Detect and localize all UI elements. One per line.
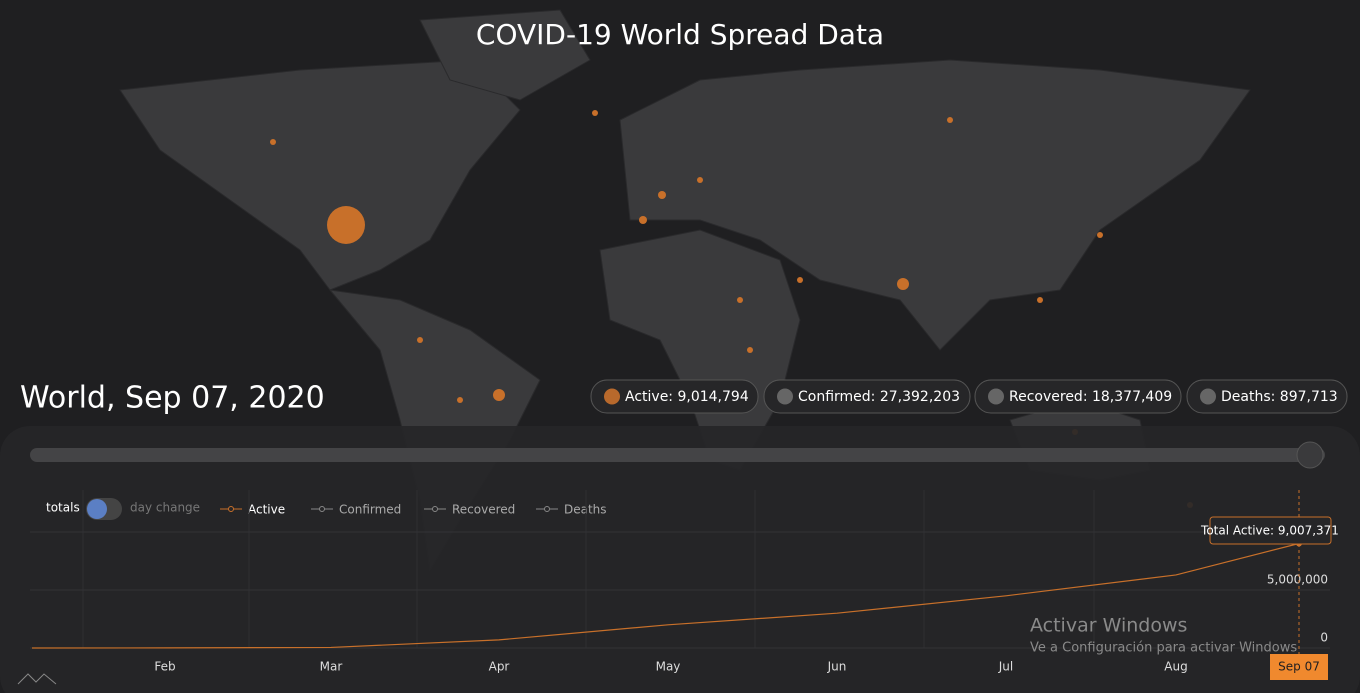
legend-label[interactable]: Recovered (452, 503, 515, 517)
legend: Active Confirmed Recovered Deaths (220, 503, 607, 517)
x-tick-label: Mar (320, 660, 343, 674)
legend-label[interactable]: Confirmed (339, 503, 401, 517)
x-pointer-box (1270, 654, 1328, 680)
legend-marker (432, 506, 438, 512)
stat-dot (988, 388, 1004, 405)
x-tick-label: Jun (827, 660, 847, 674)
x-tick-label: Aug (1164, 660, 1187, 674)
x-tick-label: Sep 07 (1278, 660, 1320, 674)
stat-pill[interactable] (1186, 379, 1348, 414)
stat-text: Recovered: 18,377,409 (1009, 389, 1172, 405)
title: COVID-19 World Spread Data (476, 18, 884, 51)
legend-label[interactable]: Deaths (564, 503, 607, 517)
stat-text: Confirmed: 27,392,203 (798, 389, 960, 405)
stat-pill[interactable] (974, 379, 1182, 414)
x-tick-label: May (656, 660, 681, 674)
stat-dot (1200, 388, 1216, 405)
watermark-title: Activar Windows (1030, 615, 1187, 637)
timeline-panel (0, 426, 1360, 693)
stat-text: Deaths: 897,713 (1221, 389, 1338, 405)
world-map (119, 9, 1251, 572)
legend-label[interactable]: Active (248, 503, 285, 517)
chart: 05,000,00010,000,000FebMarAprMayJunJulAu… (17, 490, 1339, 685)
location: World, Sep 07, 2020 (20, 381, 325, 416)
stats: Active: 9,014,794 Confirmed: 27,392,203 Re… (590, 379, 1348, 414)
stat-dot (604, 388, 620, 405)
toggle-knob[interactable] (87, 499, 107, 519)
logo (17, 673, 57, 685)
tooltip-box (1209, 516, 1332, 545)
y-tick-label: 0 (1320, 631, 1328, 645)
legend-marker (319, 506, 325, 512)
legend-marker (228, 506, 234, 512)
series-line (31, 542, 1300, 649)
legend-marker (544, 506, 550, 512)
toggle-label: day change (130, 501, 200, 515)
slider-track[interactable] (30, 448, 1325, 462)
map-markers (270, 110, 1193, 508)
stat-pill[interactable] (763, 379, 971, 414)
x-tick-label: Apr (489, 660, 510, 674)
tooltip-text: Total Active: 9,007,371 (1200, 524, 1339, 538)
toggle-label: totals (46, 501, 80, 515)
x-tick-label: Feb (154, 660, 175, 674)
y-tick-label: 5,000,000 (1267, 573, 1328, 587)
stat-dot (777, 388, 793, 405)
slider-knob[interactable] (1296, 441, 1324, 469)
stat-text: Active: 9,014,794 (625, 389, 749, 405)
x-tick-label: Jul (998, 660, 1013, 674)
watermark-text: Ve a Configuración para activar Windows (1030, 641, 1297, 656)
stat-pill[interactable] (590, 379, 759, 414)
